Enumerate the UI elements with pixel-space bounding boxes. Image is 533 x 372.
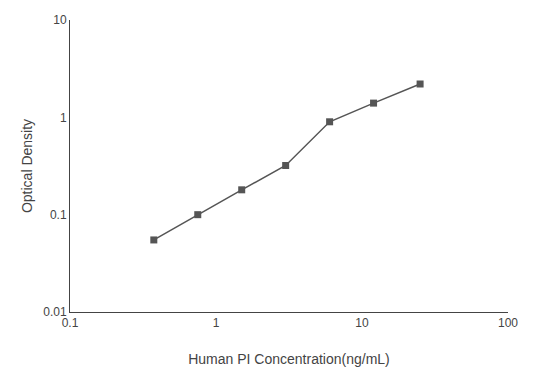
- svg-text:0.1: 0.1: [50, 208, 67, 222]
- svg-text:Human PI Concentration(ng/mL): Human PI Concentration(ng/mL): [188, 351, 390, 367]
- svg-text:1: 1: [213, 316, 220, 330]
- svg-text:1: 1: [60, 111, 67, 125]
- svg-text:0.1: 0.1: [62, 316, 79, 330]
- svg-text:0.01: 0.01: [43, 305, 67, 319]
- svg-text:10: 10: [355, 316, 369, 330]
- svg-text:Optical Density: Optical Density: [19, 119, 35, 213]
- svg-text:10: 10: [53, 13, 67, 27]
- svg-text:100: 100: [498, 316, 518, 330]
